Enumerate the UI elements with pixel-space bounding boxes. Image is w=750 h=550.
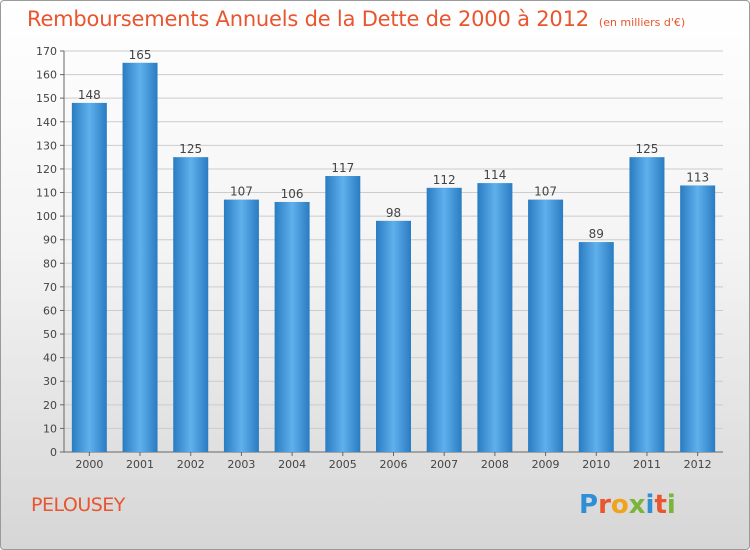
data-label: 89 [589,227,604,241]
x-tick-label: 2006 [380,458,408,471]
y-tick-label: 30 [43,375,57,388]
logo-letter: x [628,490,646,520]
x-tick-label: 2008 [481,458,509,471]
logo-letter: P [579,490,599,520]
x-tick-label: 2007 [430,458,458,471]
data-label: 114 [483,168,506,182]
y-tick-label: 130 [36,139,57,152]
data-label: 98 [386,206,401,220]
y-tick-label: 0 [50,446,57,459]
bar [426,187,462,452]
data-label: 113 [686,170,709,184]
x-tick-label: 2011 [633,458,661,471]
data-label: 148 [78,88,101,102]
y-tick-label: 120 [36,163,57,176]
chart-unit: (en milliers d'€) [598,16,686,29]
y-tick-label: 50 [43,328,57,341]
bar [274,201,310,452]
logo-letter: r [598,490,611,520]
bar [680,185,716,452]
data-label: 106 [281,187,304,201]
data-label: 165 [129,48,152,62]
y-tick-label: 70 [43,281,57,294]
x-tick-label: 2012 [684,458,712,471]
y-tick-label: 110 [36,187,57,200]
y-tick-label: 80 [43,257,57,270]
bar [173,157,209,452]
bar [477,183,513,452]
y-tick-label: 140 [36,116,57,129]
bar [528,199,564,452]
x-tick-label: 2009 [532,458,560,471]
y-tick-label: 60 [43,304,57,317]
data-label: 107 [230,185,253,199]
bar [629,157,665,452]
y-tick-label: 170 [36,45,57,58]
y-tick-label: 10 [43,422,57,435]
x-tick-label: 2002 [177,458,205,471]
bar [325,176,361,453]
y-tick-label: 90 [43,234,57,247]
y-tick-label: 160 [36,69,57,82]
bar [71,102,107,453]
x-tick-label: 2004 [278,458,306,471]
x-tick-label: 2005 [329,458,357,471]
logo-letter: i [666,490,676,520]
data-label: 112 [433,173,456,187]
commune-name: PELOUSEY [31,494,125,516]
y-tick-label: 20 [43,399,57,412]
x-tick-label: 2001 [126,458,154,471]
y-tick-label: 40 [43,352,57,365]
proxiti-logo: Proxiti [579,490,676,520]
x-tick-label: 2003 [227,458,255,471]
data-label: 117 [331,161,354,175]
logo-letter: t [654,490,667,520]
bar [223,199,259,452]
chart-title: Remboursements Annuels de la Dette de 20… [27,7,685,31]
logo-letter: i [645,490,655,520]
bar [122,62,158,452]
bar [376,220,411,452]
data-label: 125 [636,142,659,156]
x-tick-label: 2010 [582,458,610,471]
y-tick-label: 100 [36,210,57,223]
bar [578,242,614,452]
y-tick-label: 150 [36,92,57,105]
chart-title-text: Remboursements Annuels de la Dette de 20… [27,7,589,31]
data-label: 125 [179,142,202,156]
x-tick-label: 2000 [75,458,103,471]
data-label: 107 [534,185,557,199]
logo-letter: o [610,490,629,520]
